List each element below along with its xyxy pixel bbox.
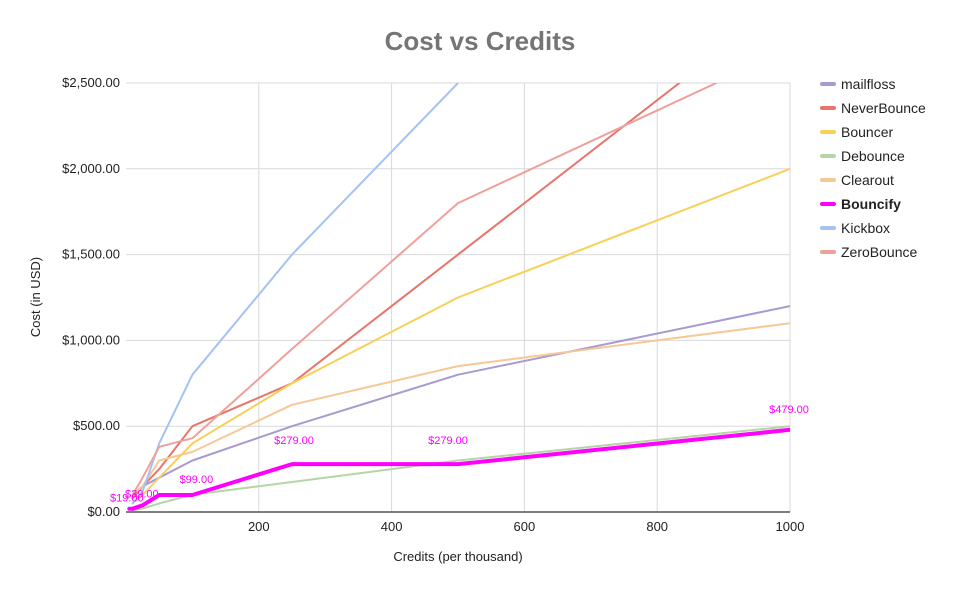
y-tick-label: $0.00 (87, 504, 120, 519)
legend-label: Debounce (841, 148, 905, 164)
legend-item-kickbox[interactable]: Kickbox (820, 220, 890, 236)
legend-item-zerobounce[interactable]: ZeroBounce (820, 244, 917, 260)
data-label: $19.00 (110, 493, 144, 505)
series-line-neverbounce (131, 83, 681, 500)
y-tick-label: $500.00 (73, 418, 120, 433)
legend-label: ZeroBounce (841, 244, 917, 260)
series-line-zerobounce (131, 83, 719, 496)
legend-label: Kickbox (841, 220, 890, 236)
data-label: $279.00 (428, 435, 468, 447)
chart-title: Cost vs Credits (384, 26, 576, 56)
series-lines (127, 83, 790, 512)
legend-label: Clearout (841, 172, 894, 188)
series-line-bouncer (131, 167, 790, 505)
legend-item-bouncify[interactable]: Bouncify (820, 196, 901, 212)
series-line-mailfloss (131, 305, 790, 496)
y-tick-label: $2,000.00 (62, 161, 120, 176)
legend-label: Bouncer (841, 124, 893, 140)
x-axis-label: Credits (per thousand) (393, 549, 522, 564)
y-tick-label: $1,000.00 (62, 332, 120, 347)
y-tick-label: $1,500.00 (62, 247, 120, 262)
series-line-bouncify (127, 427, 790, 511)
legend-item-clearout[interactable]: Clearout (820, 172, 894, 188)
x-tick-label: 200 (248, 519, 270, 534)
data-label: $279.00 (274, 435, 314, 447)
legend-item-mailfloss[interactable]: mailfloss (820, 76, 895, 92)
data-label: $479.00 (769, 404, 809, 416)
data-labels: $19.00$39.00 $99.00 $279.00 $279.00 $479.00 (110, 404, 809, 505)
legend-item-bouncer[interactable]: Bouncer (820, 124, 893, 140)
legend-label: Bouncify (841, 196, 901, 212)
legend[interactable]: mailfloss NeverBounce Bouncer Debounce Clear… (820, 76, 926, 260)
legend-item-debounce[interactable]: Debounce (820, 148, 905, 164)
legend-label: NeverBounce (841, 100, 926, 116)
legend-label: mailfloss (841, 76, 895, 92)
x-tick-label: 600 (514, 519, 536, 534)
series-line-kickbox (131, 83, 459, 505)
series-line-clearout (131, 322, 790, 496)
x-tick-label: 1000 (776, 519, 805, 534)
axes: $0.00 $500.00 $1,000.00 $1,500.00 $2,000.00 $… (62, 75, 804, 534)
legend-item-neverbounce[interactable]: NeverBounce (820, 100, 926, 116)
x-tick-label: 400 (381, 519, 403, 534)
data-label: $99.00 (180, 474, 214, 486)
x-tick-label: 800 (646, 519, 668, 534)
y-tick-label: $2,500.00 (62, 75, 120, 90)
data-label: $39.00 (125, 488, 159, 500)
y-axis-label: Cost (in USD) (28, 257, 43, 337)
